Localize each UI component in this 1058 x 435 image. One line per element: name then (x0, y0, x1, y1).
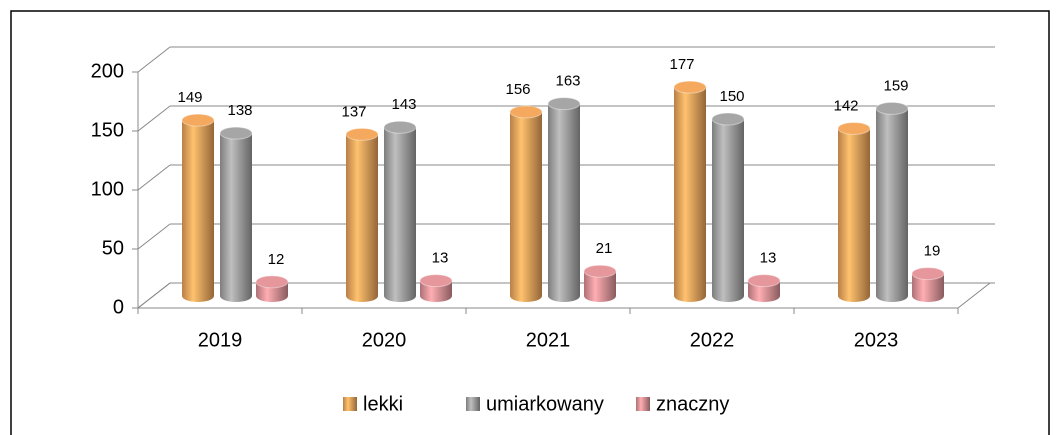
grid-line-side (137, 105, 171, 132)
cylinder-top (875, 101, 909, 115)
cylinder-body (548, 103, 580, 302)
x-tick-label: 2022 (690, 329, 735, 351)
cylinder (583, 264, 617, 302)
cylinder (673, 80, 707, 302)
x-tick-label: 2021 (526, 329, 571, 351)
y-tick-label: 50 (102, 237, 124, 259)
cylinder-body (346, 134, 378, 302)
cylinder (345, 127, 379, 302)
cylinder-top (547, 97, 581, 111)
cylinder-body (674, 87, 706, 302)
cylinder-top (383, 120, 417, 134)
legend-swatch (636, 397, 650, 411)
cylinder-top (181, 113, 215, 127)
cylinder-top (583, 264, 617, 278)
value-label: 156 (505, 81, 530, 98)
legend-label: znaczny (656, 393, 729, 415)
cylinder (837, 121, 871, 302)
cylinder-body (912, 273, 944, 302)
cylinder-body (420, 280, 452, 302)
legend-swatch (466, 397, 480, 411)
cylinder-top (255, 275, 289, 289)
y-tick-label: 0 (113, 296, 124, 318)
cylinder-body (220, 133, 252, 302)
y-tick-label: 200 (91, 60, 124, 82)
cylinder-top (673, 80, 707, 94)
value-label: 12 (268, 251, 285, 268)
cylinder (711, 112, 745, 302)
cylinder-body (584, 271, 616, 302)
value-label: 150 (719, 88, 744, 105)
cylinder (911, 267, 945, 302)
cylinder-body (876, 108, 908, 302)
cylinder-body (384, 127, 416, 302)
x-tick-label: 2019 (198, 329, 243, 351)
cylinder-top (711, 112, 745, 126)
value-label: 149 (177, 89, 202, 106)
value-label: 177 (669, 56, 694, 73)
x-tick-label: 2020 (362, 329, 407, 351)
cylinder-body (182, 120, 214, 303)
x-tick-label: 2023 (854, 329, 899, 351)
cylinder-body (712, 119, 744, 302)
cylinder (547, 97, 581, 302)
grid-line-side (137, 164, 171, 191)
legend-label: lekki (363, 393, 403, 415)
legend-label: umiarkowany (486, 393, 604, 415)
value-label: 143 (391, 96, 416, 113)
cylinder (255, 275, 289, 302)
cylinder (181, 113, 215, 303)
legend-swatch (343, 397, 357, 411)
cylinder (747, 274, 781, 302)
value-label: 142 (833, 97, 858, 114)
cylinder-body (838, 128, 870, 302)
grid-line-side (137, 282, 171, 309)
cylinder-top (747, 274, 781, 288)
value-label: 159 (883, 77, 908, 94)
grid-line-side (137, 223, 171, 250)
value-label: 163 (555, 73, 580, 90)
cylinder (383, 120, 417, 302)
cylinder (219, 126, 253, 302)
value-label: 13 (432, 250, 449, 267)
cylinder (509, 105, 543, 302)
cylinder-top (345, 127, 379, 141)
cylinder (419, 274, 453, 302)
value-label: 13 (760, 250, 777, 267)
value-label: 138 (227, 102, 252, 119)
cylinder-top (911, 267, 945, 281)
cylinder-top (837, 121, 871, 135)
cylinder-top (219, 126, 253, 140)
grid-line-side (137, 46, 171, 73)
cylinder-body (748, 280, 780, 302)
y-tick-label: 100 (91, 178, 124, 200)
cylinder-top (419, 274, 453, 288)
y-tick-label: 150 (91, 119, 124, 141)
value-label: 19 (924, 243, 941, 260)
cylinder-body (510, 111, 542, 302)
cylinder-top (509, 105, 543, 119)
value-label: 21 (596, 240, 613, 257)
value-label: 137 (341, 103, 366, 120)
cylinder (875, 101, 909, 302)
